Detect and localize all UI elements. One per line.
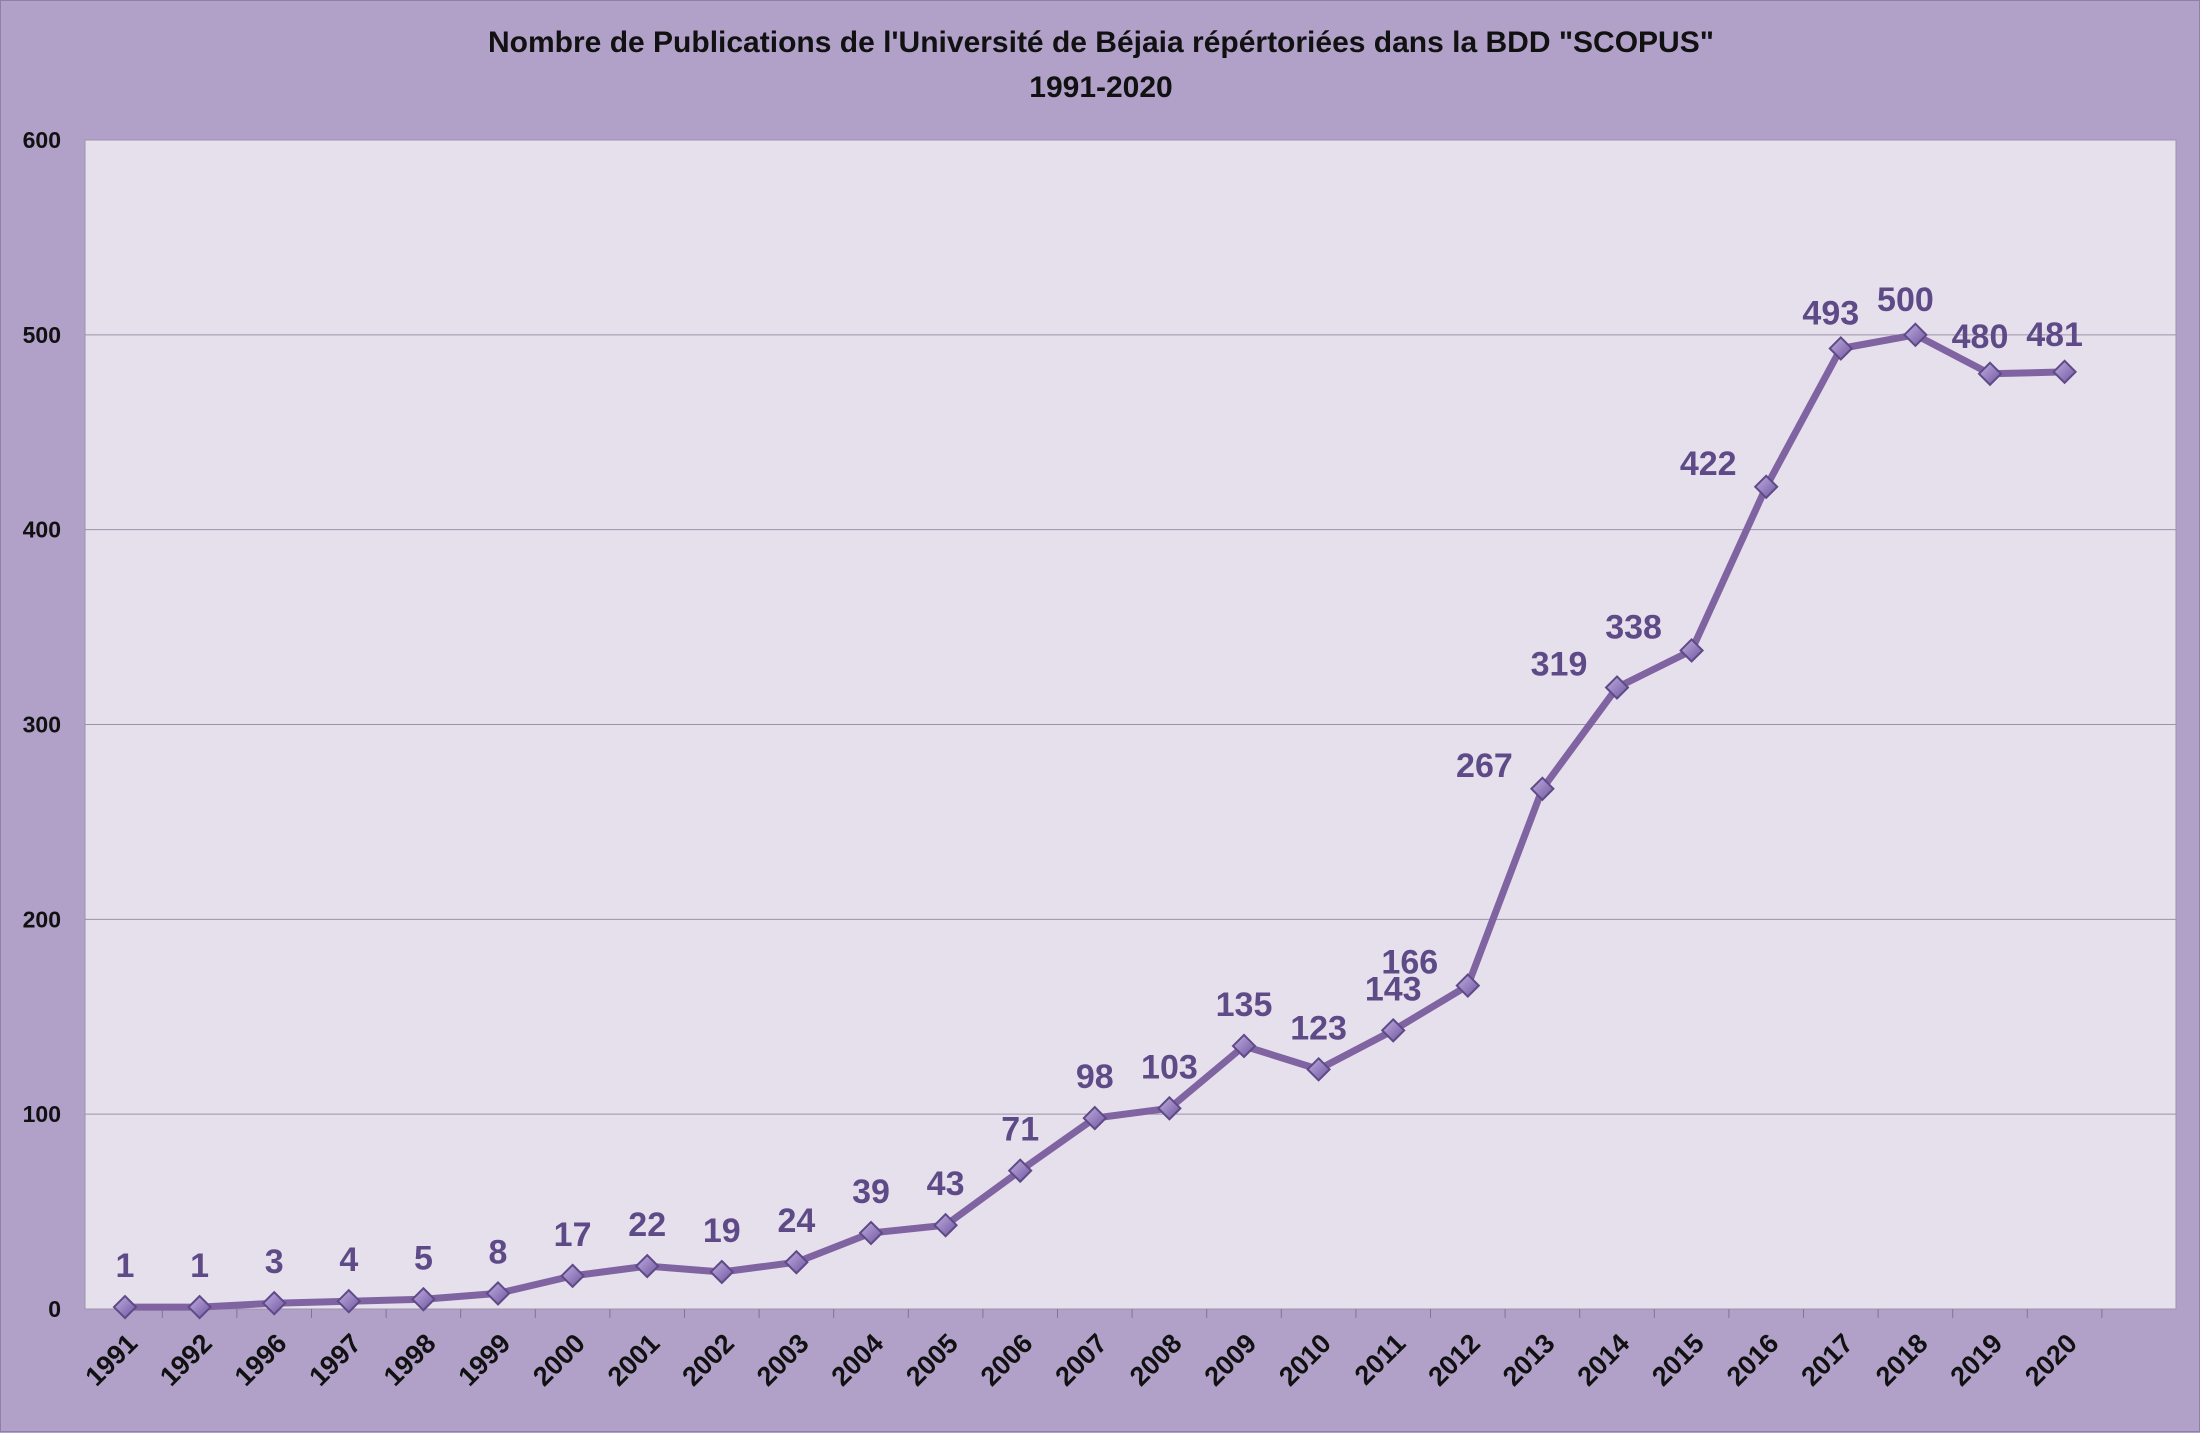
x-tick-label-1991: 1991 [80, 1328, 144, 1392]
y-tick-label-600: 600 [23, 127, 61, 153]
x-tick-label-2011: 2011 [1349, 1328, 1412, 1391]
x-tick-label-1992: 1992 [154, 1328, 218, 1392]
data-label-2019: 480 [1952, 318, 2009, 356]
data-label-2005: 43 [927, 1165, 965, 1203]
x-tick-label-1997: 1997 [303, 1328, 367, 1392]
data-label-2001: 22 [628, 1206, 666, 1244]
data-point-2008 [1156, 1095, 1182, 1121]
data-point-2005 [933, 1212, 959, 1238]
data-label-2002: 19 [703, 1212, 741, 1250]
data-point-1991 [112, 1294, 138, 1320]
data-label-2020: 481 [2026, 316, 2083, 354]
data-point-1996 [261, 1290, 287, 1316]
data-point-2002 [709, 1259, 735, 1285]
x-tick-label-2016: 2016 [1721, 1328, 1785, 1392]
data-label-1992: 1 [190, 1247, 209, 1285]
y-tick-label-0: 0 [48, 1296, 61, 1322]
y-tick-label-500: 500 [23, 322, 61, 348]
x-tick-label-2008: 2008 [1124, 1328, 1188, 1392]
data-point-2020 [2052, 359, 2078, 385]
data-point-2009 [1231, 1033, 1257, 1059]
data-point-2013 [1529, 776, 1555, 802]
x-tick-label-2017: 2017 [1795, 1328, 1859, 1392]
x-tick-label-2003: 2003 [751, 1328, 815, 1392]
data-label-1991: 1 [116, 1247, 135, 1285]
data-label-1998: 5 [414, 1239, 433, 1277]
data-point-2015 [1679, 638, 1705, 663]
gridlines [85, 334, 2176, 1115]
data-label-2000: 17 [554, 1216, 592, 1254]
data-label-2012: 166 [1381, 944, 1438, 982]
data-point-1997 [336, 1288, 362, 1314]
x-tick-label-2005: 2005 [900, 1328, 964, 1392]
x-tick-label-2015: 2015 [1646, 1328, 1710, 1392]
x-tick-label-2000: 2000 [527, 1328, 591, 1392]
y-tick-label-200: 200 [23, 906, 61, 932]
data-label-1997: 4 [339, 1241, 358, 1279]
x-axis-ticks: 1991 1992 1996 1997 1998 1999 2000 2001 2002 2003… [80, 1309, 2103, 1392]
x-tick-label-2010: 2010 [1273, 1328, 1337, 1392]
series-publications [112, 322, 2078, 1320]
data-point-2006 [1007, 1158, 1033, 1184]
data-label-2011: 143 [1365, 970, 1422, 1008]
data-point-2012 [1455, 973, 1481, 998]
y-tick-label-300: 300 [23, 712, 61, 738]
data-label-2007: 98 [1076, 1058, 1114, 1096]
x-tick-label-2014: 2014 [1572, 1328, 1636, 1392]
x-tick-label-1999: 1999 [453, 1328, 517, 1392]
x-tick-label-1996: 1996 [229, 1328, 293, 1392]
data-point-2016 [1753, 474, 1779, 500]
x-tick-label-1998: 1998 [378, 1328, 442, 1392]
chart-title: Nombre de Publications de l'Université d… [488, 26, 1714, 59]
data-label-2018: 500 [1877, 281, 1934, 319]
data-label-2015: 338 [1605, 608, 1662, 646]
x-tick-label-2002: 2002 [676, 1328, 740, 1392]
data-point-2007 [1082, 1105, 1108, 1131]
data-label-2004: 39 [852, 1173, 890, 1211]
data-point-2000 [560, 1263, 586, 1289]
data-point-2017 [1828, 336, 1854, 361]
data-point-1998 [410, 1286, 436, 1312]
x-tick-label-2007: 2007 [1049, 1328, 1113, 1392]
data-point-2010 [1306, 1056, 1332, 1082]
x-tick-label-2009: 2009 [1199, 1328, 1263, 1392]
data-point-2011 [1380, 1017, 1406, 1043]
data-label-1996: 3 [265, 1243, 284, 1281]
data-point-2004 [858, 1220, 884, 1246]
x-tick-label-2020: 2020 [2019, 1328, 2083, 1392]
data-label-2014: 319 [1531, 645, 1588, 683]
data-point-1992 [187, 1294, 213, 1320]
data-point-2014 [1604, 675, 1630, 700]
data-point-2019 [1977, 361, 2003, 387]
x-tick-label-2019: 2019 [1945, 1328, 2009, 1392]
chart-subtitle: 1991-2020 [1029, 71, 1172, 104]
x-tick-label-2001: 2001 [602, 1328, 666, 1392]
data-point-2018 [1902, 322, 1928, 348]
x-tick-label-2013: 2013 [1497, 1328, 1561, 1392]
y-tick-label-100: 100 [23, 1101, 61, 1127]
x-tick-label-2006: 2006 [975, 1328, 1039, 1392]
x-tick-label-2018: 2018 [1870, 1328, 1934, 1392]
y-axis-ticks: 0 100 200 300 400 500 600 [23, 127, 61, 1322]
data-label-1999: 8 [489, 1233, 508, 1271]
data-point-2001 [634, 1253, 660, 1279]
data-point-2003 [783, 1249, 809, 1275]
data-point-1999 [485, 1280, 511, 1306]
data-label-2010: 123 [1290, 1009, 1347, 1047]
x-tick-label-2004: 2004 [826, 1328, 890, 1392]
x-tick-label-2012: 2012 [1422, 1328, 1486, 1392]
y-tick-label-400: 400 [23, 517, 61, 543]
data-label-2017: 493 [1802, 294, 1859, 332]
data-label-2016: 422 [1680, 445, 1737, 483]
data-label-2009: 135 [1216, 986, 1273, 1024]
data-label-2013: 267 [1456, 747, 1513, 785]
data-label-2003: 24 [777, 1202, 815, 1240]
data-label-2008: 103 [1141, 1048, 1198, 1086]
data-label-2006: 71 [1001, 1111, 1039, 1149]
